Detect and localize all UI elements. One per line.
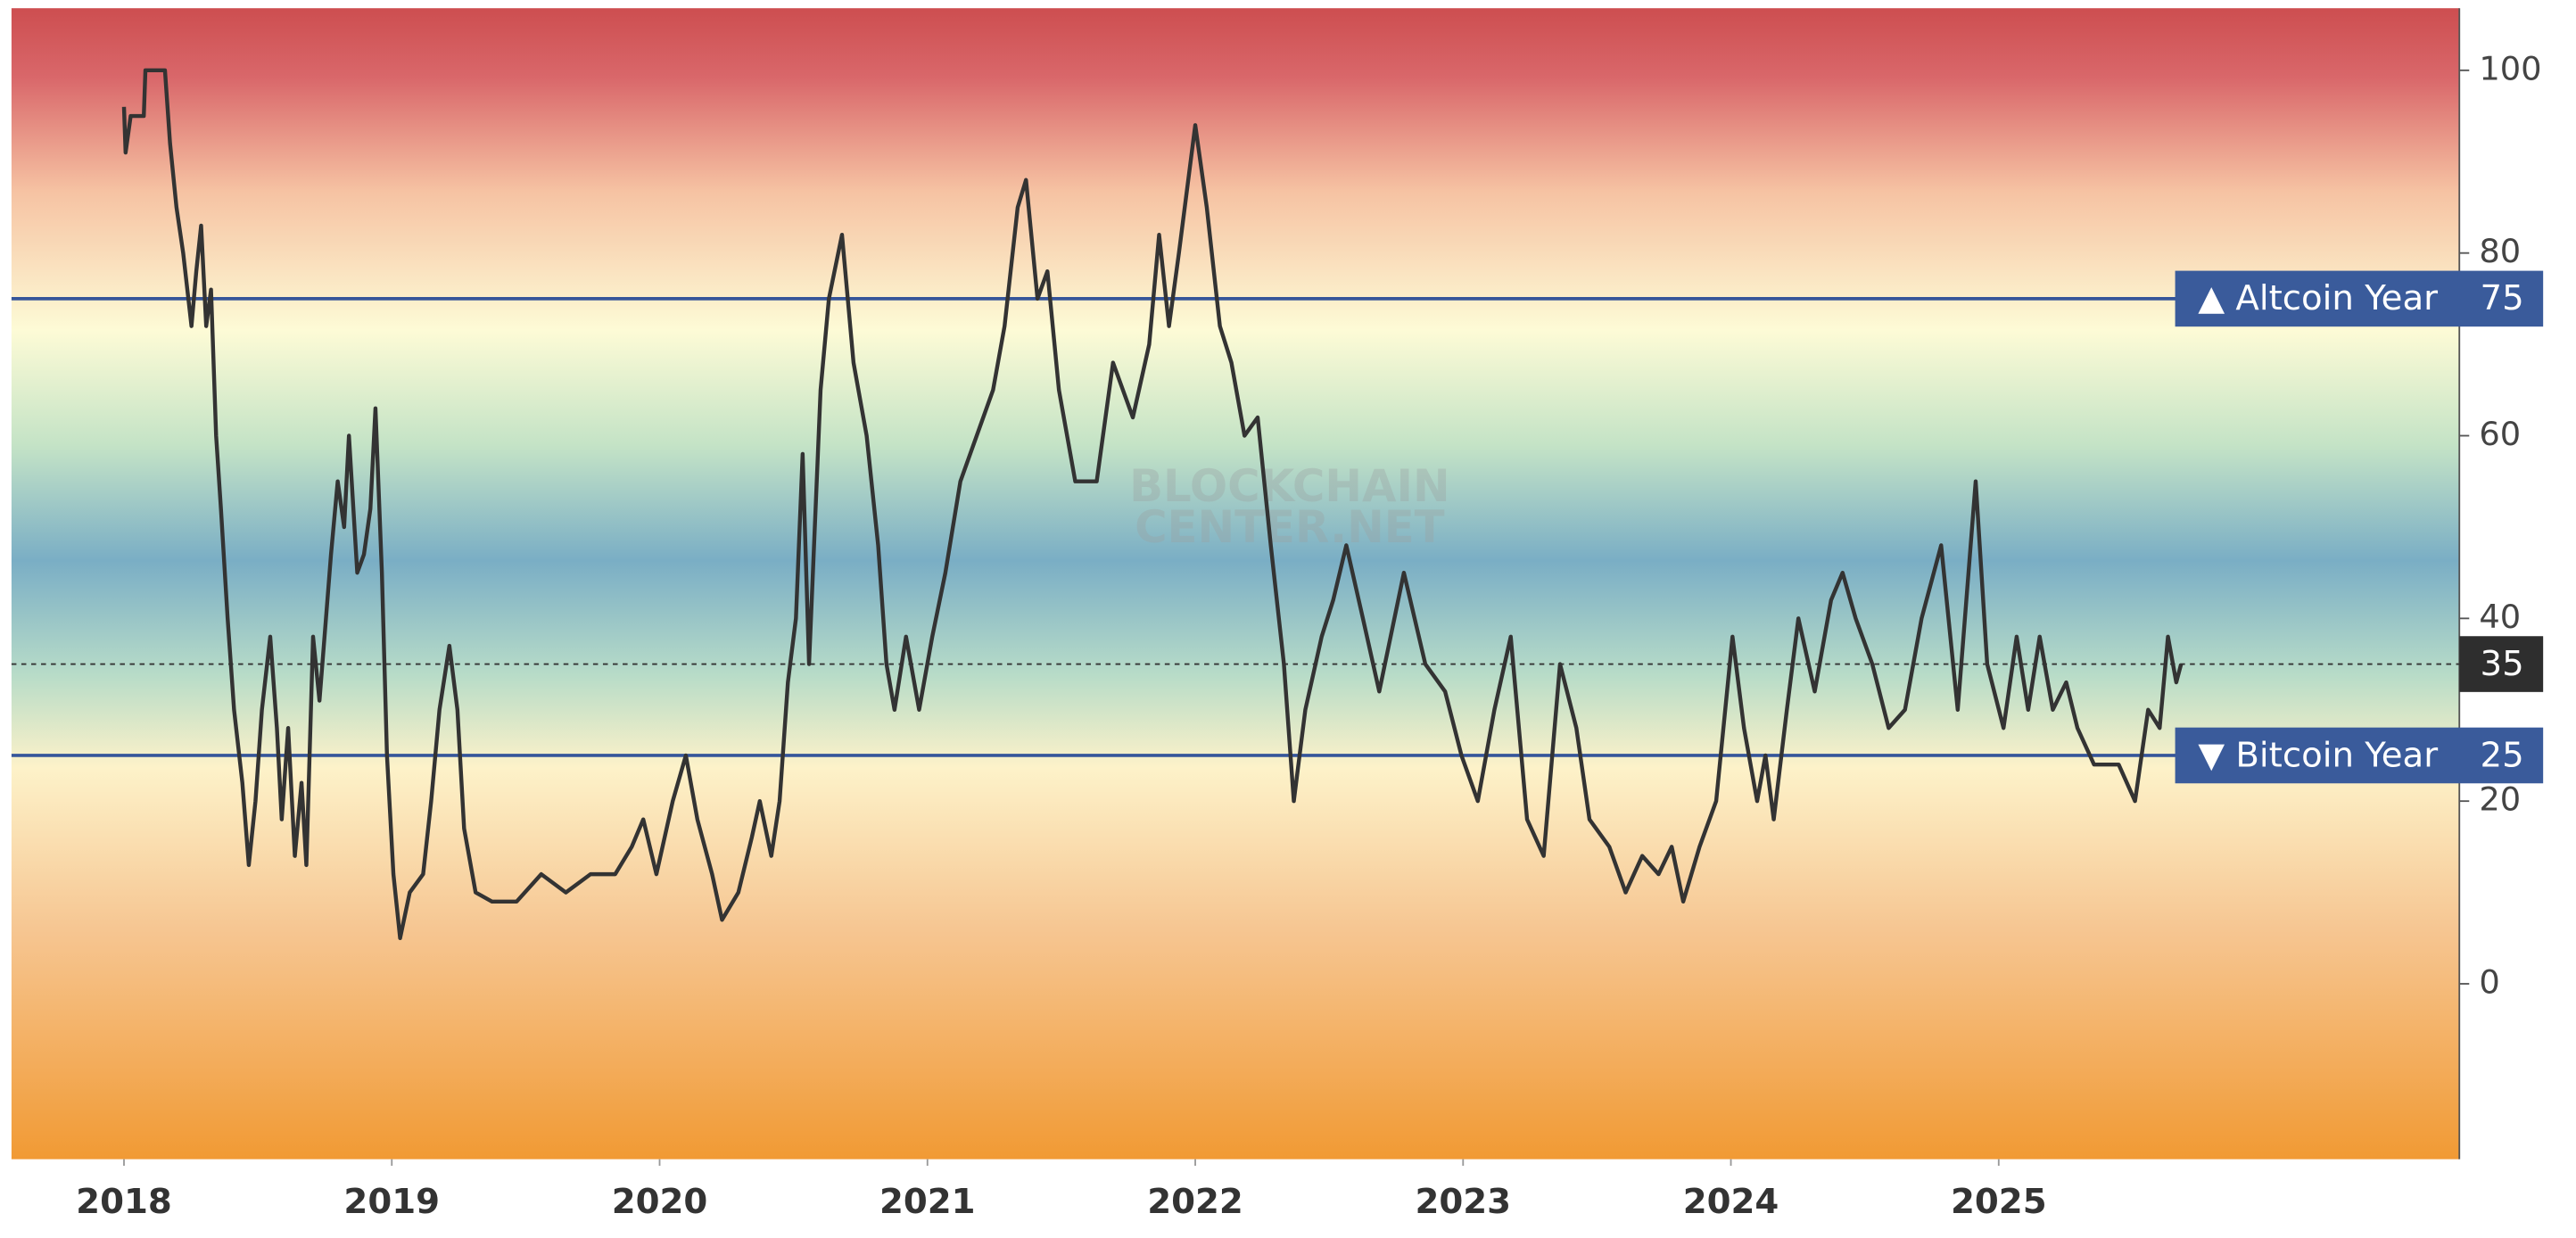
current-value-label: 35 (2481, 644, 2524, 684)
y-tick-label: 0 (2479, 963, 2499, 1002)
x-tick-label: 2024 (1683, 1182, 1779, 1222)
reference-value-label: 75 (2481, 278, 2524, 318)
reference-label-box (2175, 727, 2544, 784)
x-tick-label: 2018 (76, 1182, 172, 1222)
x-tick-label: 2022 (1147, 1182, 1243, 1222)
y-tick-label: 40 (2479, 598, 2521, 636)
series-line (121, 68, 2184, 940)
x-tick-label: 2023 (1415, 1182, 1511, 1222)
y-tick-label: 60 (2479, 415, 2521, 453)
y-tick-label: 100 (2479, 49, 2541, 87)
y-tick-label: 20 (2479, 780, 2521, 819)
x-tick-label: 2020 (612, 1182, 708, 1222)
reference-value-label: 25 (2481, 735, 2524, 775)
reference-label: ▼ Bitcoin Year (2198, 735, 2438, 775)
watermark: BLOCKCHAIN (1129, 460, 1450, 512)
x-tick-label: 2019 (343, 1182, 440, 1222)
x-tick-label: 2021 (879, 1182, 976, 1222)
y-tick-label: 80 (2479, 232, 2521, 270)
current-value-box (2459, 636, 2544, 692)
x-tick-label: 2025 (1951, 1182, 2047, 1222)
watermark: CENTER.NET (1135, 501, 1445, 553)
reference-label-box (2175, 270, 2544, 327)
reference-label: ▲ Altcoin Year (2198, 278, 2438, 318)
plot-background (11, 8, 2460, 1160)
